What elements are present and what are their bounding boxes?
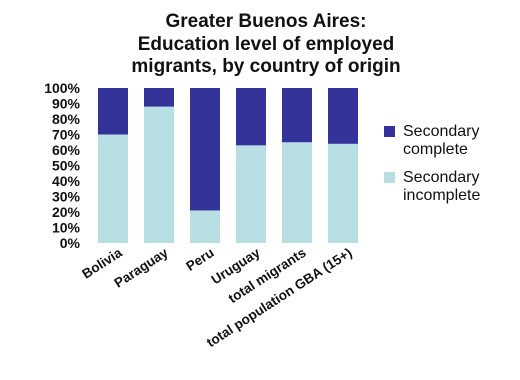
bar-segment-secondary-complete — [98, 88, 128, 135]
bar-segment-secondary-incomplete — [190, 210, 220, 243]
y-tick-label: 50% — [52, 158, 81, 174]
legend-swatch — [384, 126, 395, 137]
y-tick-label: 30% — [52, 189, 81, 205]
bar-segment-secondary-complete — [328, 88, 358, 144]
bar-segment-secondary-complete — [144, 88, 174, 107]
y-axis: 0%10%20%30%40%50%60%70%80%90%100% — [44, 80, 80, 251]
chart-title: Greater Buenos Aires: Education level of… — [131, 11, 400, 77]
y-tick-label: 100% — [44, 80, 80, 96]
y-tick-label: 40% — [52, 173, 81, 189]
chart-title-line-2: Education level of employed — [138, 34, 395, 55]
y-tick-label: 0% — [60, 235, 81, 251]
bar-segment-secondary-incomplete — [144, 106, 174, 243]
y-tick-label: 70% — [52, 127, 81, 143]
y-tick-label: 90% — [52, 96, 81, 112]
bar-segment-secondary-complete — [236, 88, 266, 146]
bar-segment-secondary-incomplete — [282, 142, 312, 243]
y-tick-label: 80% — [52, 111, 81, 127]
chart-title-line-3: migrants, by country of origin — [131, 56, 400, 77]
bar-segment-secondary-complete — [190, 88, 220, 211]
y-tick-label: 10% — [52, 220, 81, 236]
chart-title-line-1: Greater Buenos Aires: — [166, 11, 367, 32]
legend-label: Secondary complete — [403, 123, 480, 158]
y-tick-label: 20% — [52, 204, 81, 220]
legend-label: Secondary incomplete — [403, 169, 480, 204]
legend: Secondary complete Secondary incomplete — [384, 123, 480, 204]
y-tick-label: 60% — [52, 142, 81, 158]
bar-group — [98, 88, 358, 243]
legend-swatch — [384, 172, 395, 183]
bar-segment-secondary-incomplete — [98, 134, 128, 243]
bar-segment-secondary-complete — [282, 88, 312, 143]
bar-segment-secondary-incomplete — [328, 143, 358, 243]
x-category-label: Peru — [183, 245, 216, 274]
bar-segment-secondary-incomplete — [236, 145, 266, 243]
